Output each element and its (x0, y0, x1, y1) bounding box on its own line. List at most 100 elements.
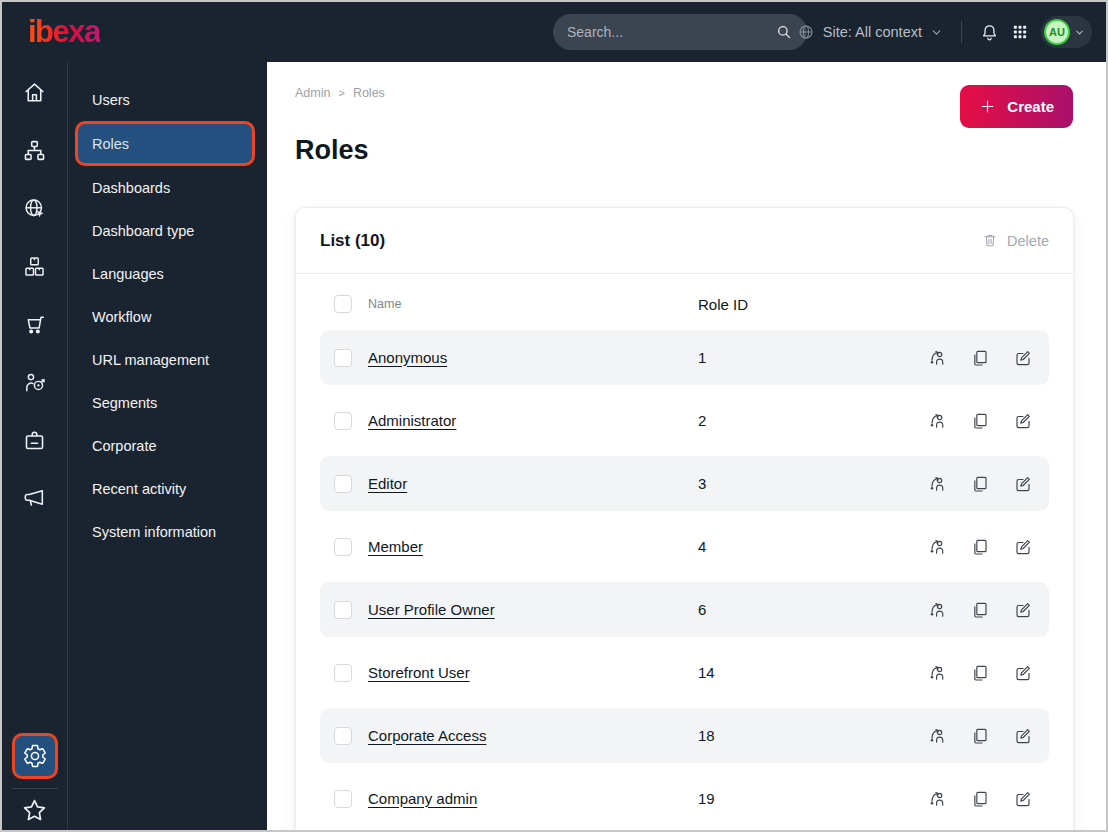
edit-role-button[interactable] (1013, 537, 1033, 557)
badge-icon (22, 428, 47, 453)
notifications-bell-button[interactable] (980, 23, 999, 42)
table-row: Corporate Access 18 (320, 708, 1049, 763)
sidebar-menu: UsersRoles Dashboards Dashboard typeLangua… (68, 62, 267, 553)
roles-list-card: List (10) Delete Name Role ID Anonymous … (295, 207, 1074, 830)
copy-role-button[interactable] (970, 726, 990, 746)
edit-role-button[interactable] (1013, 348, 1033, 368)
grid-dots-icon (1011, 23, 1029, 41)
role-name-link[interactable]: Storefront User (368, 664, 470, 681)
sidebar-item-segments[interactable]: Segments (68, 381, 267, 424)
copy-role-button[interactable] (970, 537, 990, 557)
row-checkbox[interactable] (334, 412, 352, 430)
assign-users-button[interactable] (927, 789, 947, 809)
edit-role-button[interactable] (1013, 474, 1033, 494)
edit-role-button[interactable] (1013, 663, 1033, 683)
assign-users-button[interactable] (927, 726, 947, 746)
search-icon (775, 23, 793, 41)
edit-role-button[interactable] (1013, 411, 1033, 431)
sidebar-item-system-information[interactable]: System information (68, 510, 267, 553)
delete-button[interactable]: Delete (982, 232, 1049, 249)
rail-item-marketing[interactable] (22, 486, 47, 511)
sidebar-item-roles[interactable]: Roles (75, 121, 255, 166)
site-context-selector[interactable]: Site: All context (797, 23, 943, 41)
edit-role-button[interactable] (1013, 600, 1033, 620)
row-checkbox[interactable] (334, 727, 352, 745)
rail-item-favorites[interactable] (21, 797, 48, 824)
row-checkbox[interactable] (334, 601, 352, 619)
rail-item-corporate[interactable] (22, 428, 47, 453)
copy-role-button[interactable] (970, 600, 990, 620)
role-name-link[interactable]: Corporate Access (368, 727, 486, 744)
sidebar-item-languages[interactable]: Languages (68, 252, 267, 295)
sidebar-item-corporate[interactable]: Corporate (68, 424, 267, 467)
role-name-link[interactable]: Anonymous (368, 349, 447, 366)
create-button[interactable]: Create (960, 85, 1073, 128)
copy-role-button[interactable] (970, 789, 990, 809)
copy-role-button[interactable] (970, 348, 990, 368)
copy-role-button[interactable] (970, 474, 990, 494)
role-name-link[interactable]: Editor (368, 475, 407, 492)
breadcrumb-parent[interactable]: Admin (295, 86, 330, 100)
app-window: ibexa Site: All context (0, 0, 1108, 832)
sidebar-item-dashboards[interactable]: Dashboards (68, 166, 267, 209)
assign-user-icon (927, 726, 947, 746)
role-id-value: 6 (698, 601, 927, 618)
assign-users-button[interactable] (927, 348, 947, 368)
assign-users-button[interactable] (927, 411, 947, 431)
table-row: Member 4 (320, 519, 1049, 574)
role-name-link[interactable]: User Profile Owner (368, 601, 495, 618)
table-row: Administrator 2 (320, 393, 1049, 448)
globe-cursor-icon (22, 196, 47, 221)
sidebar-item-label: Workflow (92, 309, 151, 325)
sidebar-item-workflow[interactable]: Workflow (68, 295, 267, 338)
topbar-divider (961, 21, 962, 43)
column-header-name: Name (368, 297, 698, 311)
sidebar-item-label: Dashboards (92, 180, 170, 196)
rail-item-products[interactable] (22, 254, 47, 279)
select-all-checkbox[interactable] (334, 295, 352, 313)
app-grid-button[interactable] (1011, 23, 1029, 41)
row-checkbox[interactable] (334, 790, 352, 808)
role-id-value: 3 (698, 475, 927, 492)
assign-users-button[interactable] (927, 537, 947, 557)
megaphone-icon (22, 486, 47, 511)
rail-item-home[interactable] (22, 80, 47, 105)
row-checkbox[interactable] (334, 538, 352, 556)
edit-role-button[interactable] (1013, 789, 1033, 809)
role-name-link[interactable]: Member (368, 538, 423, 555)
sidebar-item-recent-activity[interactable]: Recent activity (68, 467, 267, 510)
sidebar-item-users[interactable]: Users (68, 78, 267, 121)
table-row: User Profile Owner 6 (320, 582, 1049, 637)
row-checkbox[interactable] (334, 349, 352, 367)
table-row: Anonymous 1 (320, 330, 1049, 385)
row-checkbox[interactable] (334, 475, 352, 493)
rail-item-admin-settings[interactable] (12, 733, 58, 779)
copy-icon (970, 789, 990, 809)
row-actions (927, 789, 1033, 809)
row-actions (927, 348, 1033, 368)
rail-item-content-tree[interactable] (22, 138, 47, 163)
rail-item-commerce[interactable] (22, 312, 47, 337)
copy-icon (970, 411, 990, 431)
global-search[interactable] (553, 14, 807, 50)
assign-users-button[interactable] (927, 600, 947, 620)
assign-users-button[interactable] (927, 663, 947, 683)
assign-users-button[interactable] (927, 474, 947, 494)
copy-role-button[interactable] (970, 411, 990, 431)
rail-item-site[interactable] (22, 196, 47, 221)
role-name-link[interactable]: Administrator (368, 412, 456, 429)
sidebar-item-label: System information (92, 524, 216, 540)
row-actions (927, 600, 1033, 620)
user-menu[interactable]: AU (1041, 16, 1092, 48)
sidebar-item-dashboard-type[interactable]: Dashboard type (68, 209, 267, 252)
edit-role-button[interactable] (1013, 726, 1033, 746)
copy-role-button[interactable] (970, 663, 990, 683)
rail-divider (12, 788, 58, 789)
edit-icon (1013, 663, 1033, 683)
rail-item-personalization[interactable] (22, 370, 47, 395)
avatar: AU (1044, 19, 1070, 45)
role-name-link[interactable]: Company admin (368, 790, 477, 807)
search-input[interactable] (567, 24, 775, 40)
row-checkbox[interactable] (334, 664, 352, 682)
sidebar-item-url-management[interactable]: URL management (68, 338, 267, 381)
